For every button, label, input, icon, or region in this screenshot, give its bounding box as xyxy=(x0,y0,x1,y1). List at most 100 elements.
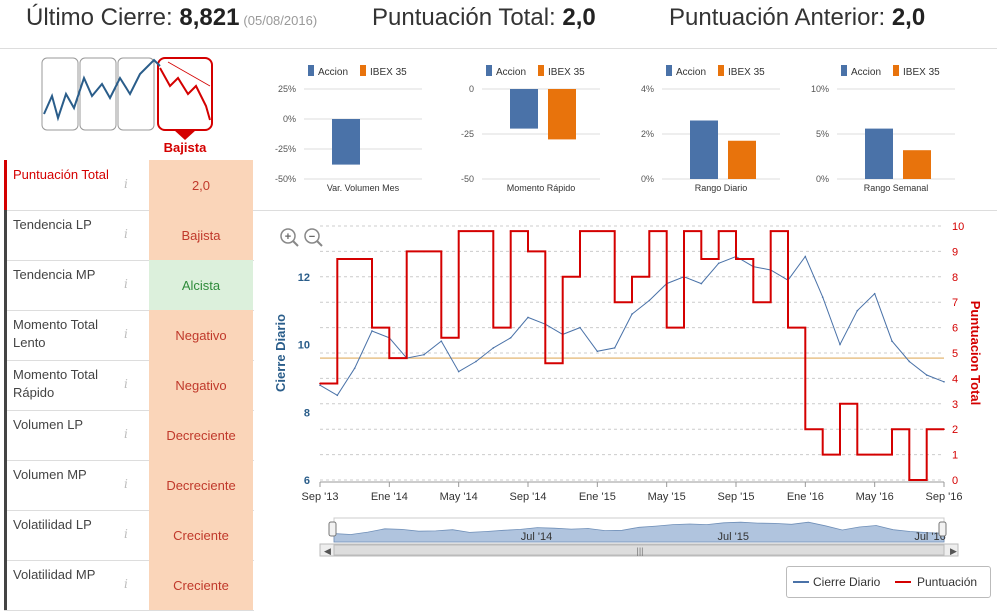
indicator-value: Creciente xyxy=(149,510,253,560)
indicator-row: Volumen MP i Decreciente xyxy=(4,460,254,511)
zoom-in-icon[interactable]: + xyxy=(280,228,299,247)
legend-swatch xyxy=(308,65,314,76)
info-icon[interactable]: i xyxy=(124,527,128,541)
x-tick-label: Sep '16 xyxy=(926,491,963,503)
cierre-point xyxy=(492,347,495,349)
info-icon[interactable]: i xyxy=(124,427,128,441)
scroll-right-icon[interactable]: ▶ xyxy=(950,546,957,556)
x-category-label: Rango Semanal xyxy=(864,183,929,193)
cierre-point xyxy=(319,384,321,386)
legend-label: IBEX 35 xyxy=(728,67,765,78)
info-icon[interactable]: i xyxy=(124,477,128,491)
y2-tick-label: 0 xyxy=(952,475,958,487)
navigator-tick-label: Jul '16 xyxy=(914,531,945,543)
puntuacion-point xyxy=(717,230,720,232)
y-tick-label: -50% xyxy=(275,174,296,184)
info-icon[interactable]: i xyxy=(124,227,128,241)
y2-tick-label: 4 xyxy=(952,373,958,385)
navigator-handle-right[interactable] xyxy=(938,521,947,537)
navigator-handle-left[interactable] xyxy=(328,521,337,537)
puntuacion-point xyxy=(561,276,564,278)
legend-swatch xyxy=(893,65,899,76)
puntuacion-point xyxy=(509,230,512,232)
scrollbar[interactable]: ||| ◀ ▶ xyxy=(319,543,959,557)
x-category-label: Var. Volumen Mes xyxy=(327,183,400,193)
navigator-series xyxy=(333,521,945,543)
puntuacion-point xyxy=(492,326,495,329)
puntuacion-point xyxy=(769,230,772,232)
indicator-row: Puntuación Total i 2,0 xyxy=(4,160,254,211)
y-tick-label: 12 xyxy=(298,272,310,284)
puntuacion-point xyxy=(925,428,928,430)
cierre-point xyxy=(613,347,616,349)
x-category-label: Rango Diario xyxy=(695,183,748,193)
info-icon[interactable]: i xyxy=(124,327,128,341)
y2-tick-label: 2 xyxy=(952,424,958,436)
ultimo-cierre: Último Cierre: 8,821 (05/08/2016) xyxy=(26,4,317,32)
indicator-row: Tendencia MP i Alcista xyxy=(4,260,254,311)
cierre-point xyxy=(457,370,460,373)
y-tick-label: 0% xyxy=(283,114,296,124)
indicator-label: Volumen LP xyxy=(4,410,132,460)
trend-line-up xyxy=(43,58,161,122)
main-chart-legend: Cierre Diario Puntuación xyxy=(786,566,991,598)
y-tick-label: 5% xyxy=(816,129,829,139)
bar xyxy=(510,89,538,129)
y2-tick-label: 1 xyxy=(952,450,958,462)
scrollbar-thumb[interactable] xyxy=(333,544,945,556)
svg-text:+: + xyxy=(285,231,291,243)
puntuacion-point xyxy=(735,258,737,260)
indicator-label: Momento Total Rápido xyxy=(4,360,132,410)
legend-swatch xyxy=(538,65,544,76)
cierre-point xyxy=(371,330,373,332)
x-tick-label: Sep '13 xyxy=(302,491,339,503)
y-tick-label: -50 xyxy=(461,174,474,184)
info-icon[interactable]: i xyxy=(124,577,128,591)
indicator-value: Negativo xyxy=(149,360,253,410)
indicator-value: 2,0 xyxy=(149,160,253,210)
scroll-left-icon[interactable]: ◀ xyxy=(324,546,331,556)
indicator-value: Creciente xyxy=(149,560,253,610)
bar xyxy=(332,119,360,165)
puntuacion-point xyxy=(683,230,685,232)
mini-chart: Accion IBEX 35 25% 0% -25% -50% Var. Volumen M… xyxy=(256,62,426,200)
info-icon[interactable]: i xyxy=(124,177,128,191)
puntuacion-point xyxy=(821,453,824,456)
legend-swatch xyxy=(486,65,492,76)
indicator-row: Volatilidad LP i Creciente xyxy=(4,510,254,561)
legend-label: Accion xyxy=(851,67,881,78)
puntuacion-point xyxy=(475,230,477,232)
navigator[interactable]: Jul '14 Jul '15 Jul '16 xyxy=(328,517,947,543)
legend-cierre-label[interactable]: Cierre Diario xyxy=(813,575,881,589)
puntuacion-point xyxy=(388,357,391,359)
puntuacion-total-value: 2,0 xyxy=(562,4,596,31)
legend-label: IBEX 35 xyxy=(370,67,407,78)
y2-tick-label: 6 xyxy=(952,323,958,335)
y-tick-label: 0% xyxy=(816,174,829,184)
ultimo-cierre-value: 8,821 xyxy=(179,4,240,31)
info-icon[interactable]: i xyxy=(124,277,128,291)
mini-chart: Accion IBEX 35 10% 5% 0% Rango Semanal xyxy=(789,62,959,200)
x-tick-label: Sep '15 xyxy=(718,491,755,503)
puntuacion-point xyxy=(457,230,460,232)
cierre-point xyxy=(596,350,599,353)
indicator-label: Tendencia LP xyxy=(4,210,132,260)
trend-line-down xyxy=(159,67,211,121)
indicator-row: Momento Total Lento i Negativo xyxy=(4,310,254,361)
puntuacion-point xyxy=(700,258,703,260)
cierre-point xyxy=(925,374,928,376)
trend-thumb-3 xyxy=(117,57,155,131)
puntuacion-point xyxy=(544,362,547,364)
y2-axis-title: Puntuacion Total xyxy=(968,301,983,405)
cierre-point xyxy=(509,336,512,339)
puntuacion-anterior: Puntuación Anterior: 2,0 xyxy=(669,4,925,32)
legend-label: Accion xyxy=(676,67,706,78)
svg-text:−: − xyxy=(309,231,315,243)
zoom-out-icon[interactable]: − xyxy=(304,228,323,247)
legend-puntuacion-label[interactable]: Puntuación xyxy=(917,575,977,589)
bar xyxy=(690,120,718,179)
info-icon[interactable]: i xyxy=(124,377,128,391)
mini-chart: Accion IBEX 35 4% 2% 0% Rango Diario xyxy=(614,62,784,200)
puntuacion-point xyxy=(527,250,529,253)
legend-swatch xyxy=(718,65,724,76)
